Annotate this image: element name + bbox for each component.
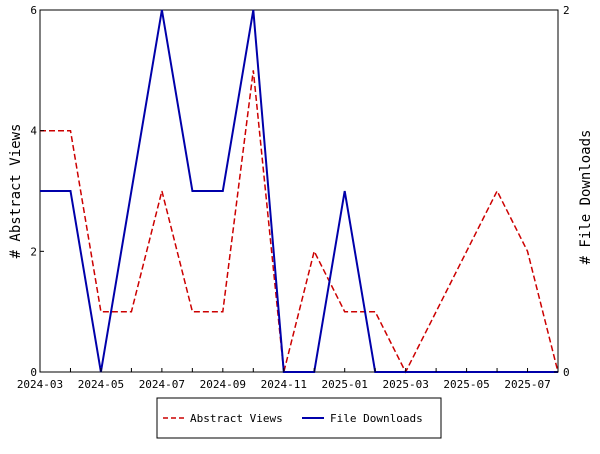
- y-axis-ticks: 0 2 4 6: [30, 4, 44, 379]
- y-tick-label: 2: [30, 245, 37, 258]
- y-tick-label: 0: [30, 366, 37, 379]
- plot-frame: [39, 9, 559, 373]
- legend-label: File Downloads: [330, 412, 423, 425]
- y2-tick-label: 2: [563, 4, 570, 17]
- x-tick-label: 2025-03: [382, 378, 428, 391]
- legend: Abstract Views File Downloads: [156, 397, 442, 439]
- y-axis-title: # Abstract Views: [8, 124, 24, 259]
- y2-axis-title: # File Downloads: [578, 130, 594, 265]
- x-tick-label: 2025-05: [443, 378, 489, 391]
- plot-area: [39, 9, 559, 373]
- x-tick-label: 2024-05: [78, 378, 124, 391]
- y2-axis-ticks: 02: [554, 4, 570, 379]
- y-tick-label: 4: [30, 125, 37, 138]
- x-tick-label: 2024-03: [17, 378, 63, 391]
- x-tick-label: 2024-11: [261, 378, 307, 391]
- series-layer: [40, 9, 559, 374]
- x-tick-label: 2025-07: [504, 378, 550, 391]
- y2-tick-label: 0: [563, 366, 570, 379]
- series-line-file-downloads: [40, 9, 558, 373]
- x-tick-label: 2025-01: [322, 378, 368, 391]
- y-tick-label: 6: [30, 4, 37, 17]
- x-axis-ticks: 2024-03 2024-05 2024-07 2024-09 2024-11 2025-…: [17, 368, 559, 391]
- series-line-abstract-views: [40, 70, 559, 374]
- legend-label: Abstract Views: [190, 412, 283, 425]
- x-tick-label: 2024-09: [200, 378, 246, 391]
- legend-box: [156, 397, 442, 439]
- x-tick-label: 2024-07: [139, 378, 185, 391]
